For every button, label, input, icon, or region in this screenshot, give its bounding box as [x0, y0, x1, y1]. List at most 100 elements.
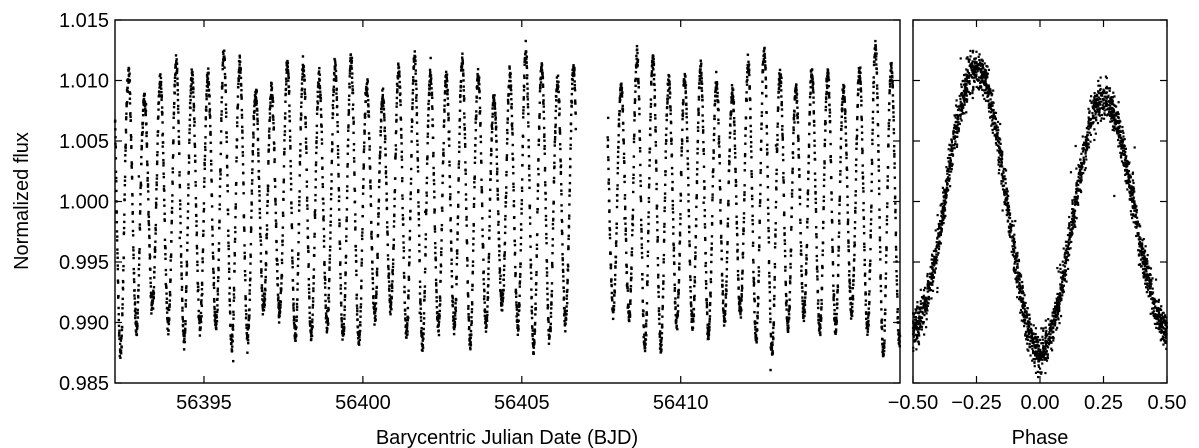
- data-point: [736, 248, 739, 252]
- data-point: [569, 147, 572, 150]
- data-point: [435, 288, 438, 292]
- data-point: [693, 281, 697, 284]
- data-point: [725, 268, 729, 271]
- data-point: [536, 189, 540, 193]
- data-point: [229, 324, 232, 328]
- data-point: [526, 92, 529, 95]
- data-point: [516, 333, 520, 336]
- data-point: [706, 323, 709, 326]
- data-point: [539, 83, 542, 87]
- data-point: [250, 203, 253, 206]
- data-point: [616, 199, 619, 202]
- data-point: [395, 82, 399, 86]
- data-point: [300, 87, 304, 90]
- data-point: [345, 216, 349, 219]
- data-point: [684, 91, 687, 95]
- data-point: [612, 308, 616, 311]
- data-point: [352, 157, 356, 160]
- data-point: [647, 183, 651, 186]
- data-point: [458, 145, 461, 149]
- data-point: [387, 267, 390, 271]
- data-point: [606, 144, 610, 148]
- data-point: [435, 300, 438, 303]
- data-point: [710, 253, 713, 257]
- data-point: [398, 75, 401, 78]
- data-point: [382, 100, 385, 103]
- data-point: [428, 83, 432, 86]
- data-point: [404, 319, 407, 322]
- data-point: [501, 296, 505, 299]
- data-point: [258, 207, 262, 211]
- data-point: [316, 108, 319, 111]
- data-point: [489, 147, 493, 151]
- data-point: [304, 137, 308, 140]
- data-point: [506, 109, 510, 112]
- data-point: [122, 256, 125, 260]
- data-point: [338, 222, 341, 225]
- data-point: [242, 215, 246, 219]
- data-point: [712, 138, 716, 142]
- data-point: [504, 225, 507, 228]
- data-point: [208, 110, 211, 113]
- data-point: [168, 318, 171, 321]
- data-point: [733, 137, 736, 140]
- data-point: [307, 250, 310, 254]
- data-point: [292, 315, 296, 318]
- data-point: [710, 246, 713, 250]
- data-point: [124, 143, 127, 147]
- data-point: [212, 271, 215, 275]
- data-point: [654, 128, 657, 132]
- data-point: [188, 138, 191, 142]
- data-point: [307, 283, 311, 287]
- data-point: [321, 183, 324, 186]
- data-point: [209, 133, 212, 136]
- data-point: [177, 119, 180, 123]
- data-point: [532, 345, 535, 348]
- data-point: [189, 98, 192, 102]
- data-point: [573, 86, 576, 90]
- data-point: [743, 198, 746, 201]
- data-point: [114, 170, 118, 174]
- data-point: [260, 284, 264, 287]
- data-point: [310, 334, 314, 338]
- data-point: [639, 174, 642, 177]
- data-point: [520, 207, 523, 211]
- data-point: [731, 87, 734, 90]
- data-point: [649, 80, 653, 84]
- data-point: [567, 234, 570, 237]
- data-point: [291, 262, 294, 265]
- data-point: [151, 302, 154, 305]
- data-point: [480, 191, 484, 194]
- data-point: [200, 302, 203, 306]
- data-point: [176, 77, 179, 80]
- data-point: [410, 153, 413, 157]
- data-point: [529, 271, 533, 275]
- data-point: [648, 147, 652, 150]
- data-point: [349, 59, 352, 63]
- data-point: [631, 229, 634, 232]
- data-point: [390, 308, 393, 311]
- data-point: [656, 263, 660, 267]
- data-point: [176, 82, 179, 85]
- data-point: [520, 186, 524, 189]
- data-point: [357, 340, 361, 344]
- data-point: [433, 196, 436, 199]
- data-point: [620, 85, 623, 88]
- data-point: [299, 126, 302, 129]
- data-point: [553, 154, 556, 157]
- data-point: [171, 180, 174, 183]
- data-point: [753, 292, 756, 295]
- data-point: [328, 257, 331, 261]
- data-point: [736, 274, 740, 277]
- data-point: [257, 175, 260, 179]
- data-point: [180, 265, 183, 268]
- data-point: [146, 179, 149, 182]
- data-point: [246, 351, 249, 354]
- data-point: [208, 108, 212, 111]
- data-point: [431, 107, 434, 110]
- data-point: [205, 89, 209, 92]
- data-point: [664, 183, 667, 187]
- data-point: [130, 177, 134, 180]
- data-point: [116, 281, 120, 284]
- data-point: [614, 255, 618, 259]
